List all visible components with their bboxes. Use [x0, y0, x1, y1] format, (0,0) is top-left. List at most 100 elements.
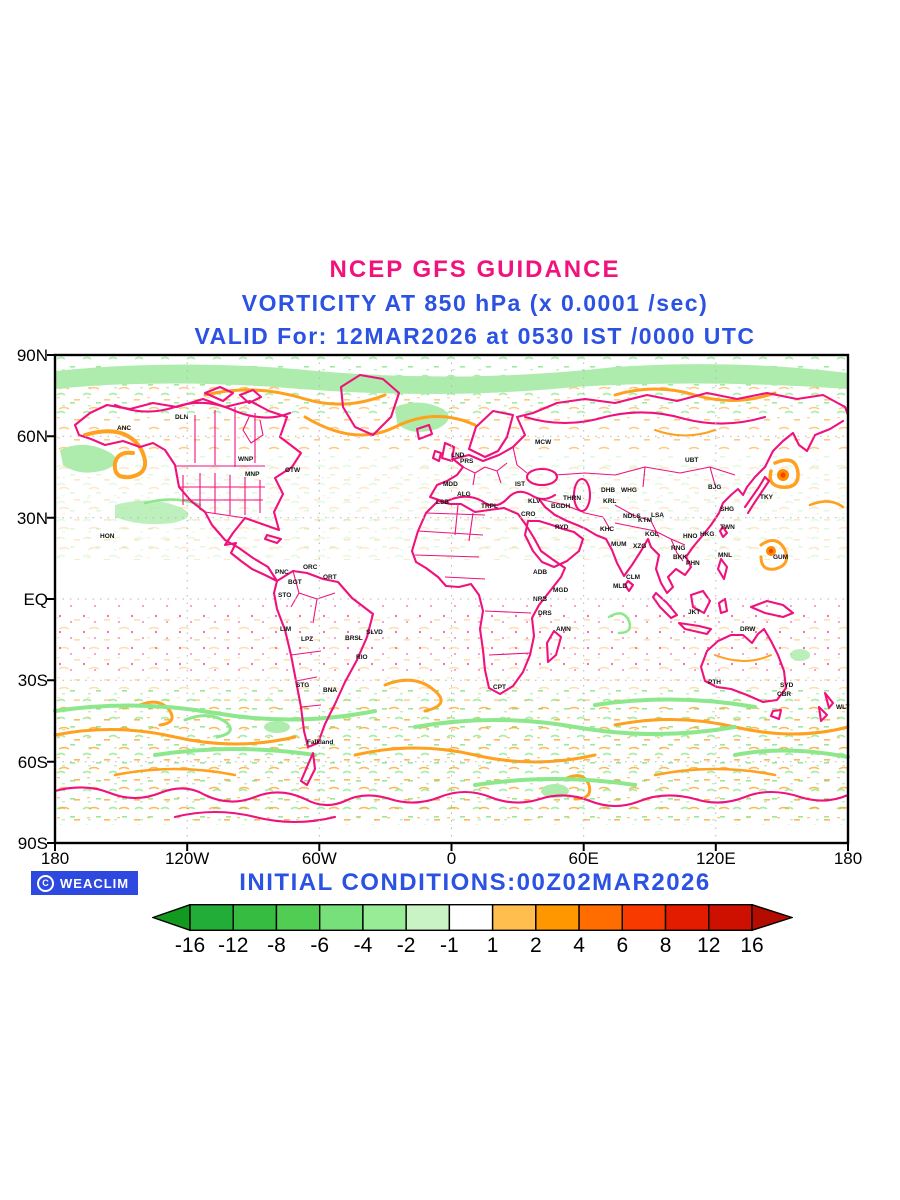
- lon-tick-label: 0: [446, 849, 457, 868]
- station-label-ndls: NDLS: [623, 513, 641, 520]
- station-label-cpt: CPT: [493, 684, 506, 691]
- station-label-drw: DRW: [740, 626, 756, 633]
- station-label-otw: OTW: [285, 467, 301, 474]
- lon-tick-label: 60E: [568, 849, 599, 868]
- colorbar-arrow-right: [751, 903, 795, 932]
- station-label-alg: ALG: [457, 491, 471, 498]
- station-label-pth: PTH: [708, 679, 721, 686]
- station-label-wlt: WLT: [836, 704, 850, 711]
- station-label-sto: STO: [278, 592, 291, 599]
- lon-tick-label: 60W: [301, 849, 337, 868]
- station-label-mld: MLD: [613, 583, 627, 590]
- lat-tick-label: 60N: [16, 427, 48, 447]
- station-label-mgd: MGD: [553, 587, 568, 594]
- lat-tick-label: 60S: [17, 752, 48, 772]
- station-label-ryd: RYD: [555, 524, 569, 531]
- station-label-klv: KLV: [528, 498, 541, 505]
- station-label-orc: ORC: [303, 564, 318, 571]
- colorbar-tick-label: -6: [310, 934, 330, 957]
- station-label-bjg: BJG: [708, 484, 721, 491]
- chart-subtitle: VORTICITY AT 850 hPa (x 0.0001 /sec): [241, 290, 709, 316]
- station-label-lsb: LSB: [436, 499, 449, 506]
- lat-tick-label: 90S: [17, 834, 48, 853]
- station-label-pnc: PNC: [275, 569, 289, 576]
- lon-tick-label: 180: [833, 849, 863, 868]
- longitude-axis: 180 120W 60W 0 60E 120E 180: [41, 849, 862, 869]
- lon-tick-label: 120E: [695, 849, 736, 868]
- station-label-tky: TKY: [760, 494, 774, 501]
- station-label-mum: MUM: [611, 541, 627, 548]
- station-label-jkt: JKT: [688, 609, 700, 616]
- lat-tick-label: 30N: [16, 508, 48, 528]
- station-label-cbr: CBR: [777, 691, 791, 698]
- page-title: NCEP GFS GUIDANCE: [329, 256, 621, 283]
- colorbar-tick-label: -2: [396, 934, 416, 957]
- initial-conditions-line: INITIAL CONDITIONS:00Z02MAR2026: [239, 869, 711, 896]
- colorbar-tick-label: 12: [697, 934, 721, 957]
- colorbar-tick-label: 6: [616, 934, 629, 957]
- colorbar-cell: [535, 903, 580, 932]
- station-label-drs: DRS: [538, 610, 552, 617]
- station-label-hon: HON: [100, 533, 115, 540]
- station-label-wnp: WNP: [238, 456, 254, 463]
- station-label-phn: PHN: [686, 560, 700, 567]
- station-label-khc: KHC: [600, 526, 614, 533]
- colorbar-tick-label: -8: [267, 934, 286, 957]
- colorbar-canvas: [150, 903, 795, 932]
- colorbar-tick-label: -4: [353, 934, 373, 957]
- colorbar-cell: [405, 903, 451, 932]
- station-label-clm: CLM: [626, 574, 640, 581]
- station-label-mnl: MNL: [718, 552, 732, 559]
- weaclim-badge: C WEACLIM: [31, 871, 139, 895]
- station-label-shg: SHG: [720, 506, 734, 513]
- station-label-nrb: NRB: [533, 596, 547, 603]
- station-label-bna: BNA: [323, 687, 337, 694]
- station-label-stg: STG: [296, 682, 309, 689]
- colorbar-cell: [275, 903, 321, 932]
- station-label-dln: DLN: [175, 414, 189, 421]
- station-label-lim: LIM: [280, 626, 291, 633]
- station-label-rio: RIO: [356, 654, 368, 661]
- vorticity-swirl-layer: [53, 387, 850, 801]
- colorbar-tick-label: -1: [440, 934, 459, 957]
- world-vorticity-map: ANC DLN HON WNP OTW MNP PNC ORC BGT ORT STO LIM LPZ B…: [47, 353, 850, 851]
- station-labels-layer: ANC DLN HON WNP OTW MNP PNC ORC BGT ORT STO LIM LPZ B…: [100, 414, 850, 746]
- station-label-anc: ANC: [117, 425, 131, 432]
- colorbar-labels: -16 -12 -8 -6 -4 -2 -1 1 2 4 6 8 12 16: [152, 934, 793, 960]
- station-label-mdd: MDD: [443, 481, 458, 488]
- colorbar-tick-label: 4: [573, 934, 585, 957]
- station-label-hno: HNO: [683, 533, 697, 540]
- station-label-gum: GUM: [773, 554, 788, 561]
- colorbar-cell: [232, 903, 278, 932]
- coastlines-layer: [53, 373, 850, 824]
- lon-tick-label: 180: [40, 849, 70, 868]
- station-label-brsl: BRSL: [345, 635, 363, 642]
- colorbar-cell: [189, 903, 234, 932]
- colorbar-cell: [448, 903, 494, 932]
- country-borders-layer: [176, 407, 736, 708]
- station-label-twn: TWN: [720, 524, 735, 531]
- station-label-thrn: THRN: [563, 495, 581, 502]
- station-label-krl: KRL: [603, 498, 616, 505]
- colorbar-cell: [664, 903, 710, 932]
- map-frame: [53, 353, 850, 845]
- station-label-xzg: XZG: [633, 543, 646, 550]
- station-label-ort: ORT: [323, 574, 337, 581]
- lat-tick-label: 30S: [17, 671, 48, 691]
- station-label-cro: CRO: [521, 511, 535, 518]
- colorbar-tick-label: 8: [659, 934, 672, 957]
- station-label-mnp: MNP: [245, 471, 260, 478]
- station-label-slvd: SLVD: [366, 629, 383, 636]
- colorbar-tick-label: -16: [174, 934, 206, 957]
- station-label-mcw: MCW: [535, 439, 552, 446]
- station-label-ist: IST: [515, 481, 525, 488]
- colorbar-cell: [621, 903, 667, 932]
- colorbar-cell: [708, 903, 753, 932]
- colorbar: [150, 903, 795, 932]
- station-label-lpz: LPZ: [301, 636, 313, 643]
- station-label-lsa: LSA: [651, 512, 664, 519]
- station-label-lnd: LND: [451, 452, 465, 459]
- station-label-bgt: BGT: [288, 579, 302, 586]
- colorbar-cell: [318, 903, 364, 932]
